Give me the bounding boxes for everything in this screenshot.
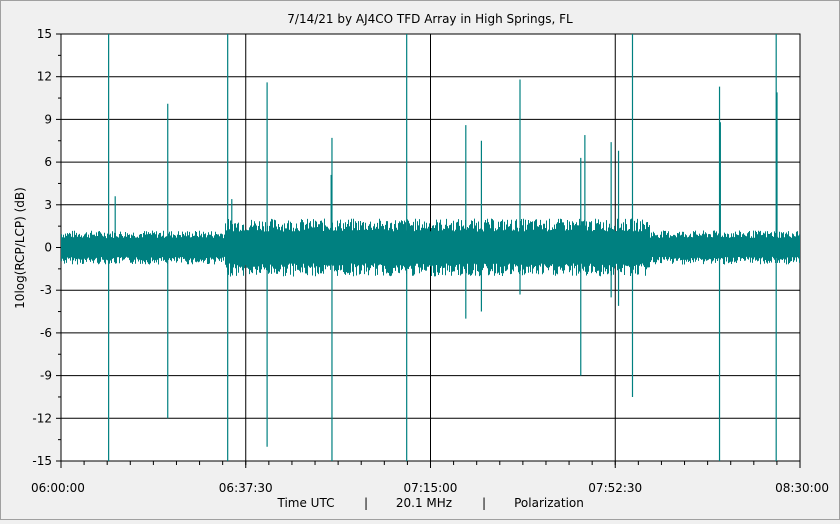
y-tick-label: 6 [44,155,52,169]
y-tick-label: 9 [44,112,52,126]
x-label-time: Time UTC [277,496,335,510]
x-tick-label: 07:15:00 [404,481,458,495]
x-axis-label: Time UTC | 20.1 MHz | Polarization [277,496,584,510]
y-axis-label: 10log(RCP/LCP) (dB) [13,187,27,309]
x-label-pol: Polarization [514,496,584,510]
x-tick-label: 06:37:30 [219,481,273,495]
chart-title: 7/14/21 by AJ4CO TFD Array in High Sprin… [287,12,573,26]
y-tick-label: -12 [32,411,52,425]
x-label-sep-1: | [364,496,368,510]
y-tick-label: 0 [44,241,52,255]
y-tick-label: -15 [32,454,52,468]
y-tick-label: -6 [40,326,52,340]
x-tick-label: 06:00:00 [31,481,85,495]
y-tick-labels: 15 12 9 6 3 0 -3 -6 -9 -12 -15 [32,27,61,468]
x-label-freq: 20.1 MHz [396,496,452,510]
y-tick-label: -9 [40,369,52,383]
y-tick-label: 3 [44,198,52,212]
x-tick-label: 07:52:30 [588,481,642,495]
x-tick-label: 08:30:00 [775,481,829,495]
x-tick-labels: 06:00:00 06:37:30 07:15:00 07:52:30 08:30:00 [31,461,829,495]
signal-trace [61,34,800,461]
y-tick-label: -3 [40,283,52,297]
y-tick-label: 15 [37,27,52,41]
y-tick-label: 12 [37,70,52,84]
noise-core [61,241,800,254]
x-label-sep-2: | [482,496,486,510]
